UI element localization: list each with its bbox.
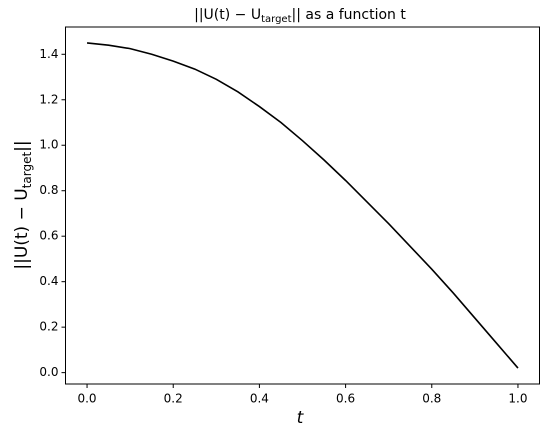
x-tick-label: 0.4 <box>250 392 269 406</box>
x-tick-label: 0.6 <box>336 392 355 406</box>
y-tick-label: 0.6 <box>39 229 58 243</box>
x-tick-label: 0.8 <box>422 392 441 406</box>
x-tick-label: 0.0 <box>77 392 96 406</box>
y-tick-label: 1.0 <box>39 138 58 152</box>
x-tick-label: 1.0 <box>508 392 527 406</box>
title-part: || as a function t <box>292 7 407 23</box>
x-tick-label: 0.2 <box>164 392 183 406</box>
y-tick-label: 0.8 <box>39 183 58 197</box>
line-series <box>86 42 519 369</box>
plot-frame <box>65 26 540 385</box>
y-tick-label: 1.2 <box>39 92 58 106</box>
y-axis-label: ||U(t) − Utarget|| <box>12 140 34 269</box>
y-tick-label: 0.2 <box>39 320 58 334</box>
y-label-part: || <box>12 140 32 151</box>
title-part: ||U(t) − U <box>194 7 261 23</box>
y-label-subscript: target <box>20 152 34 189</box>
y-label-part: ||U(t) − U <box>12 188 32 269</box>
x-axis-label: t <box>297 408 305 428</box>
y-tick-label: 0.4 <box>39 274 58 288</box>
title-subscript: target <box>261 14 291 25</box>
chart-title: ||U(t) − Utarget|| as a function t <box>194 7 406 25</box>
y-tick-label: 1.4 <box>39 47 58 61</box>
y-tick-label: 0.0 <box>39 365 58 379</box>
